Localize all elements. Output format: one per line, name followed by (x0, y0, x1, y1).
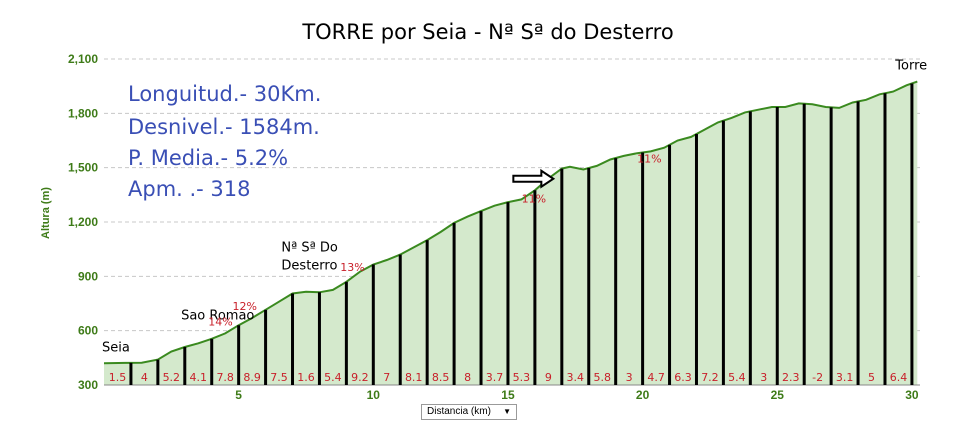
elevation-line (103, 80, 918, 365)
y-tick-label: 300 (78, 378, 98, 392)
km-grade-label: 7.5 (270, 371, 288, 384)
km-grade-label: 9 (545, 371, 552, 384)
km-grade-label: 5.8 (593, 371, 611, 384)
km-grade-label: 5.4 (728, 371, 746, 384)
km-grade-label: 5.3 (513, 371, 531, 384)
km-grade-label: 3.4 (567, 371, 585, 384)
x-tick-labels: 5 10 15 20 25 30 (235, 388, 919, 402)
x-axis-selector-label: Distancia (km) (427, 406, 491, 417)
y-tick-label: 1,500 (68, 161, 98, 175)
km-bars (129, 83, 914, 385)
place-labels: Seia Sao Romao Nª Sª Do Desterro Torre (102, 59, 927, 356)
km-grade-label: 2.3 (782, 371, 800, 384)
km-grade-label: 7.8 (216, 371, 234, 384)
place-label: Sao Romao (181, 308, 254, 323)
y-tick-label: 900 (78, 269, 98, 283)
y-tick-label: 2,100 (68, 52, 98, 66)
steep-grade-label: 11% (637, 152, 661, 165)
place-label: Torre (894, 59, 927, 74)
info-elevation-gain: Desnivel.- 1584m. (128, 115, 320, 139)
elevation-fill (104, 81, 918, 385)
km-grade-label: 7 (383, 371, 390, 384)
km-grade-label: 1.6 (297, 371, 315, 384)
x-tick-label: 25 (771, 388, 785, 402)
km-grade-label: 9.2 (351, 371, 369, 384)
km-grade-label: 4.7 (647, 371, 665, 384)
x-tick-label: 20 (636, 388, 650, 402)
y-tick-label: 600 (78, 324, 98, 338)
y-tick-label: 1,200 (68, 215, 98, 229)
km-grade-label: 3.1 (836, 371, 854, 384)
place-label: Desterro (281, 258, 337, 273)
steep-grade-label: 11% (522, 192, 546, 205)
x-tick-label: 5 (235, 388, 242, 402)
km-grade-label: 8.5 (432, 371, 450, 384)
steep-grade-label: 12% (233, 300, 257, 313)
km-grade-label: 5.4 (324, 371, 342, 384)
info-apm: Apm. .- 318 (128, 177, 251, 201)
km-grade-label: 4.1 (190, 371, 208, 384)
km-grade-label: 1.5 (109, 371, 127, 384)
y-tick-label: 1,800 (68, 106, 98, 120)
info-box: Longuitud.- 30Km. Desnivel.- 1584m. P. M… (128, 82, 321, 201)
km-grade-label: -2 (812, 371, 823, 384)
km-grade-label: 8.1 (405, 371, 423, 384)
km-grade-label: 7.2 (701, 371, 719, 384)
y-axis-label: Altura (m) (40, 187, 52, 239)
km-grade-label: 6.4 (890, 371, 908, 384)
km-grade-label: 6.3 (674, 371, 692, 384)
km-grade-label: 4 (141, 371, 148, 384)
km-grade-label: 3 (626, 371, 633, 384)
x-tick-label: 15 (501, 388, 515, 402)
arrow-marker (512, 168, 556, 189)
km-grade-label: 3.7 (486, 371, 504, 384)
km-grade-label: 5.2 (163, 371, 181, 384)
info-average-grade: P. Media.- 5.2% (128, 146, 288, 170)
steep-grade-label: 14% (208, 315, 232, 328)
steep-grade-label: 13% (340, 261, 364, 274)
km-grade-label: 5 (868, 371, 875, 384)
place-label: Seia (102, 340, 130, 355)
x-tick-label: 30 (905, 388, 919, 402)
info-length: Longuitud.- 30Km. (128, 82, 321, 106)
place-label: Nª Sª Do (281, 240, 338, 255)
km-grade-labels: 1.5 4 5.2 4.1 7.8 8.9 7.5 1.6 5.4 9.2 7 8.1 8.5 8 3.7 5… (109, 371, 907, 384)
km-grade-label: 3 (760, 371, 767, 384)
right-arrow-icon (512, 168, 556, 189)
elevation-area (103, 80, 920, 386)
chevron-down-icon: ▼ (503, 407, 511, 416)
y-tick-labels: 300 600 900 1,200 1,500 1,800 2,100 (68, 52, 98, 392)
x-axis-selector[interactable]: Distancia (km) ▼ (421, 404, 517, 420)
km-grade-label: 8 (464, 371, 471, 384)
x-tick-label: 10 (367, 388, 381, 402)
chart-title: TORRE por Seia - Nª Sª do Desterro (301, 20, 673, 44)
km-grade-label: 8.9 (243, 371, 261, 384)
steep-grade-labels: 14%12% 13% 11% 11% (208, 152, 661, 328)
